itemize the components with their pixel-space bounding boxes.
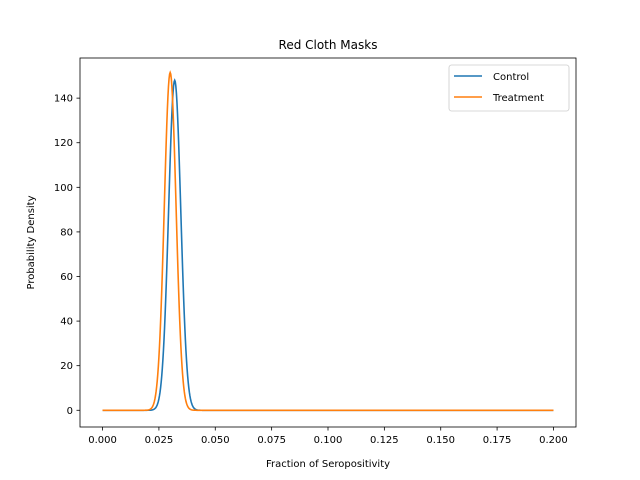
x-tick-label: 0.100 <box>314 435 343 446</box>
x-tick-label: 0.200 <box>539 435 568 446</box>
y-tick-label: 80 <box>60 227 73 238</box>
y-axis-label: Probability Density <box>26 195 37 289</box>
series-line-control <box>102 78 554 412</box>
x-tick-label: 0.075 <box>257 435 286 446</box>
legend-label-treatment: Treatment <box>492 93 544 104</box>
y-axis: 0 20 40 60 80 100 120 140 <box>54 94 80 417</box>
plot-area <box>79 57 577 428</box>
x-tick-label: 0.150 <box>426 435 455 446</box>
x-tick-label: 0.125 <box>370 435 399 446</box>
y-tick-label: 100 <box>54 183 73 194</box>
x-tick-label: 0.000 <box>88 435 117 446</box>
x-tick-label: 0.050 <box>201 435 230 446</box>
x-axis: 0.000 0.025 0.050 0.075 0.100 0.125 0.150 0.175… <box>88 427 568 446</box>
series-line-treatment <box>102 70 554 412</box>
legend-label-control: Control <box>493 72 529 83</box>
y-tick-label: 60 <box>60 272 73 283</box>
y-tick-label: 40 <box>60 317 73 328</box>
x-axis-label: Fraction of Seropositivity <box>266 459 390 470</box>
legend: Control Treatment <box>448 64 570 112</box>
x-tick-label: 0.175 <box>483 435 512 446</box>
y-tick-label: 0 <box>67 406 73 417</box>
chart-title: Red Cloth Masks <box>279 38 378 52</box>
y-tick-label: 20 <box>60 361 73 372</box>
y-tick-label: 120 <box>54 138 73 149</box>
y-tick-label: 140 <box>54 94 73 105</box>
plot-frame <box>79 57 577 428</box>
x-tick-label: 0.025 <box>145 435 174 446</box>
